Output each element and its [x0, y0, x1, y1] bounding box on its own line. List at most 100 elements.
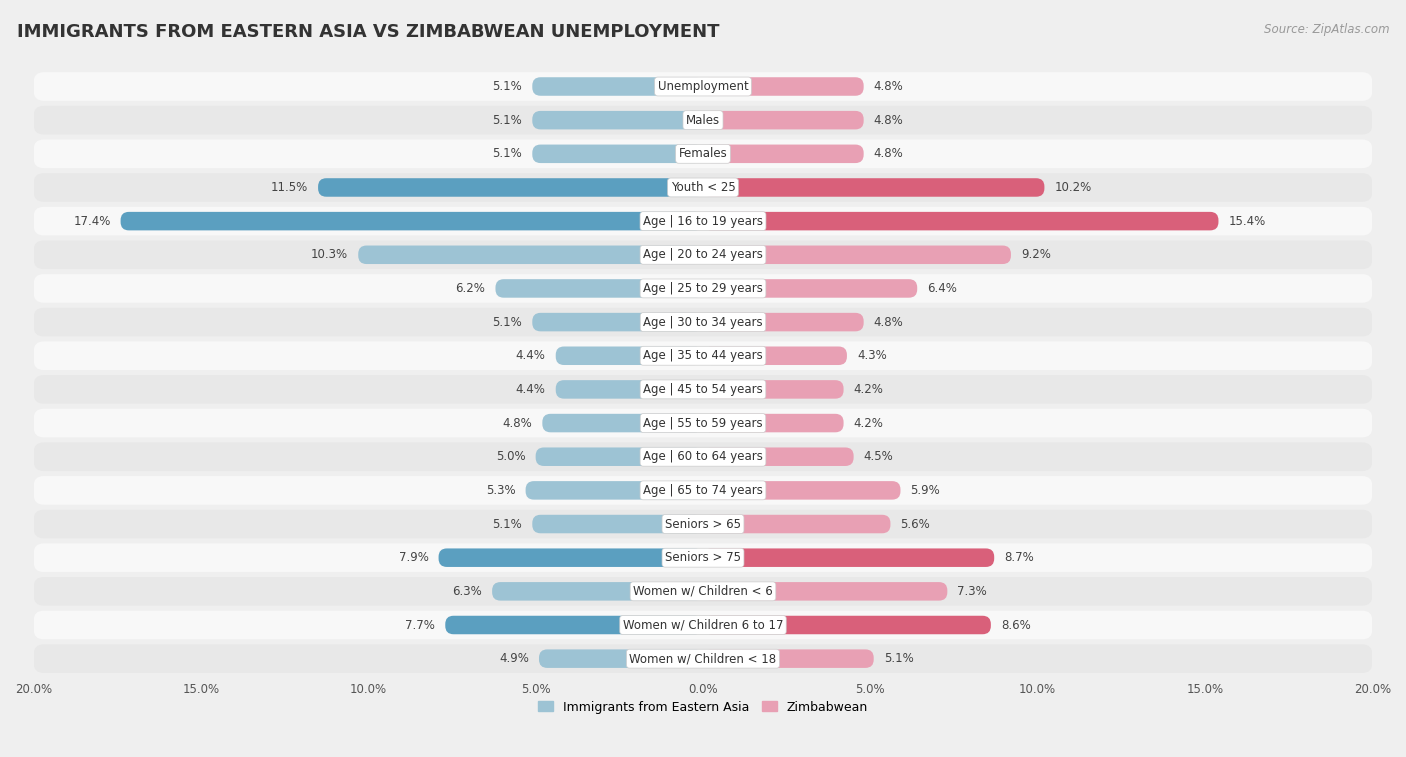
FancyBboxPatch shape [533, 313, 703, 332]
FancyBboxPatch shape [533, 77, 703, 95]
Text: 4.9%: 4.9% [499, 653, 529, 665]
FancyBboxPatch shape [318, 178, 703, 197]
Text: 10.3%: 10.3% [311, 248, 349, 261]
Text: Age | 45 to 54 years: Age | 45 to 54 years [643, 383, 763, 396]
Text: 5.1%: 5.1% [492, 114, 522, 126]
FancyBboxPatch shape [703, 615, 991, 634]
FancyBboxPatch shape [555, 347, 703, 365]
Text: Women w/ Children 6 to 17: Women w/ Children 6 to 17 [623, 618, 783, 631]
FancyBboxPatch shape [703, 380, 844, 399]
Text: Females: Females [679, 148, 727, 160]
Text: 10.2%: 10.2% [1054, 181, 1091, 194]
Text: 4.4%: 4.4% [516, 349, 546, 363]
Text: Age | 25 to 29 years: Age | 25 to 29 years [643, 282, 763, 295]
Text: 5.6%: 5.6% [900, 518, 931, 531]
Text: Age | 16 to 19 years: Age | 16 to 19 years [643, 215, 763, 228]
Text: 4.5%: 4.5% [863, 450, 893, 463]
FancyBboxPatch shape [34, 544, 1372, 572]
Text: 5.0%: 5.0% [496, 450, 526, 463]
FancyBboxPatch shape [703, 548, 994, 567]
FancyBboxPatch shape [34, 72, 1372, 101]
Text: 5.1%: 5.1% [492, 80, 522, 93]
FancyBboxPatch shape [536, 447, 703, 466]
Text: 4.8%: 4.8% [873, 114, 904, 126]
FancyBboxPatch shape [34, 375, 1372, 403]
FancyBboxPatch shape [703, 650, 873, 668]
Text: 4.3%: 4.3% [858, 349, 887, 363]
FancyBboxPatch shape [543, 414, 703, 432]
Text: 5.1%: 5.1% [884, 653, 914, 665]
Text: 15.4%: 15.4% [1229, 215, 1265, 228]
Text: 7.7%: 7.7% [405, 618, 436, 631]
FancyBboxPatch shape [34, 139, 1372, 168]
Text: 4.4%: 4.4% [516, 383, 546, 396]
FancyBboxPatch shape [34, 308, 1372, 336]
Text: Youth < 25: Youth < 25 [671, 181, 735, 194]
Text: Seniors > 75: Seniors > 75 [665, 551, 741, 564]
Text: Seniors > 65: Seniors > 65 [665, 518, 741, 531]
Text: Age | 55 to 59 years: Age | 55 to 59 years [643, 416, 763, 429]
FancyBboxPatch shape [34, 106, 1372, 135]
Text: 7.3%: 7.3% [957, 585, 987, 598]
Text: Women w/ Children < 18: Women w/ Children < 18 [630, 653, 776, 665]
Text: 17.4%: 17.4% [73, 215, 111, 228]
FancyBboxPatch shape [703, 145, 863, 163]
FancyBboxPatch shape [703, 279, 917, 298]
Text: 4.8%: 4.8% [873, 80, 904, 93]
Text: 7.9%: 7.9% [399, 551, 429, 564]
Text: Age | 35 to 44 years: Age | 35 to 44 years [643, 349, 763, 363]
Text: 5.1%: 5.1% [492, 518, 522, 531]
FancyBboxPatch shape [34, 611, 1372, 640]
Text: 8.6%: 8.6% [1001, 618, 1031, 631]
Text: 9.2%: 9.2% [1021, 248, 1050, 261]
FancyBboxPatch shape [533, 515, 703, 533]
Text: 4.2%: 4.2% [853, 383, 883, 396]
Text: 6.3%: 6.3% [453, 585, 482, 598]
FancyBboxPatch shape [34, 274, 1372, 303]
FancyBboxPatch shape [533, 145, 703, 163]
FancyBboxPatch shape [34, 442, 1372, 471]
Text: Males: Males [686, 114, 720, 126]
FancyBboxPatch shape [703, 515, 890, 533]
FancyBboxPatch shape [533, 111, 703, 129]
FancyBboxPatch shape [34, 409, 1372, 438]
FancyBboxPatch shape [34, 173, 1372, 202]
Text: Age | 65 to 74 years: Age | 65 to 74 years [643, 484, 763, 497]
Text: 4.2%: 4.2% [853, 416, 883, 429]
FancyBboxPatch shape [703, 414, 844, 432]
FancyBboxPatch shape [703, 347, 846, 365]
FancyBboxPatch shape [703, 178, 1045, 197]
FancyBboxPatch shape [703, 212, 1219, 230]
Text: 5.3%: 5.3% [486, 484, 516, 497]
FancyBboxPatch shape [555, 380, 703, 399]
FancyBboxPatch shape [538, 650, 703, 668]
FancyBboxPatch shape [703, 111, 863, 129]
Text: Age | 30 to 34 years: Age | 30 to 34 years [643, 316, 763, 329]
FancyBboxPatch shape [703, 245, 1011, 264]
FancyBboxPatch shape [703, 582, 948, 600]
Text: 4.8%: 4.8% [873, 316, 904, 329]
Text: 6.4%: 6.4% [928, 282, 957, 295]
FancyBboxPatch shape [34, 241, 1372, 269]
Text: 11.5%: 11.5% [271, 181, 308, 194]
Legend: Immigrants from Eastern Asia, Zimbabwean: Immigrants from Eastern Asia, Zimbabwean [538, 700, 868, 714]
FancyBboxPatch shape [446, 615, 703, 634]
Text: 5.1%: 5.1% [492, 148, 522, 160]
Text: Women w/ Children < 6: Women w/ Children < 6 [633, 585, 773, 598]
Text: 5.9%: 5.9% [911, 484, 941, 497]
Text: Unemployment: Unemployment [658, 80, 748, 93]
Text: Age | 60 to 64 years: Age | 60 to 64 years [643, 450, 763, 463]
FancyBboxPatch shape [703, 447, 853, 466]
FancyBboxPatch shape [492, 582, 703, 600]
FancyBboxPatch shape [121, 212, 703, 230]
Text: Source: ZipAtlas.com: Source: ZipAtlas.com [1264, 23, 1389, 36]
FancyBboxPatch shape [34, 577, 1372, 606]
Text: IMMIGRANTS FROM EASTERN ASIA VS ZIMBABWEAN UNEMPLOYMENT: IMMIGRANTS FROM EASTERN ASIA VS ZIMBABWE… [17, 23, 720, 41]
Text: 4.8%: 4.8% [502, 416, 533, 429]
FancyBboxPatch shape [34, 207, 1372, 235]
FancyBboxPatch shape [703, 481, 900, 500]
Text: 6.2%: 6.2% [456, 282, 485, 295]
Text: 5.1%: 5.1% [492, 316, 522, 329]
FancyBboxPatch shape [34, 644, 1372, 673]
FancyBboxPatch shape [439, 548, 703, 567]
